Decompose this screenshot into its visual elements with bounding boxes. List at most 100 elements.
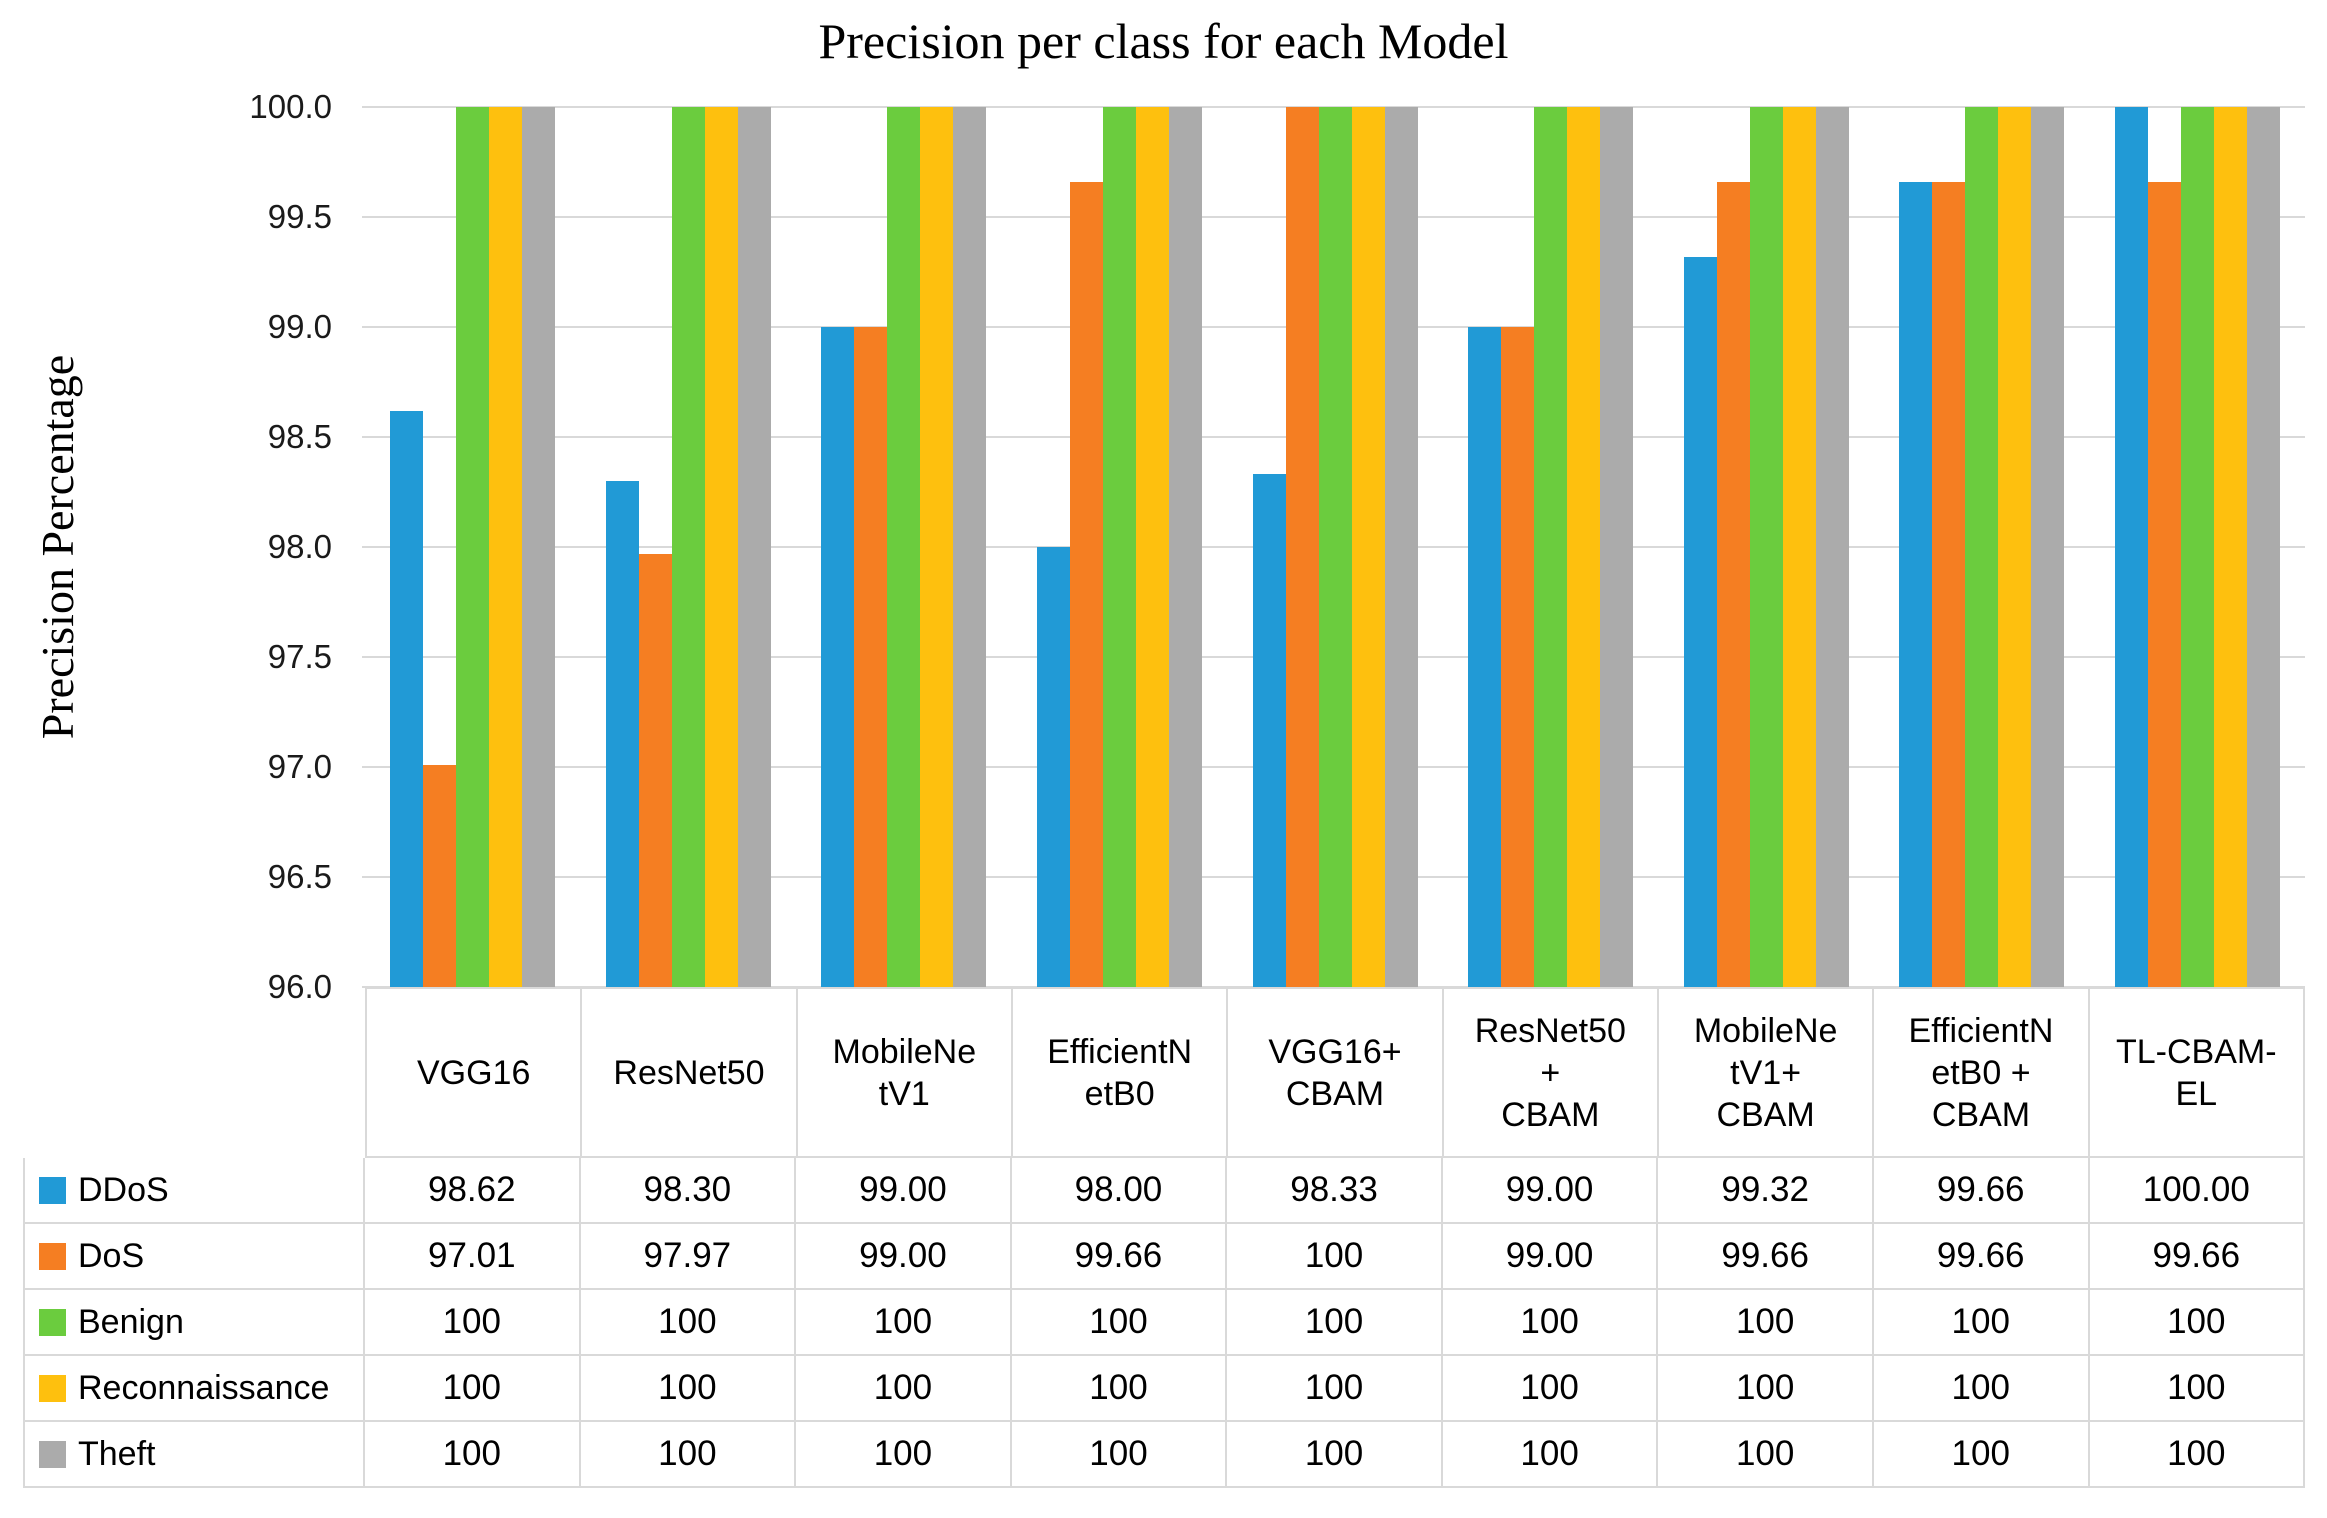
precision-value-cell: 98.30 [580,1158,797,1224]
legend-label: Reconnaissance [78,1368,330,1407]
bar [2246,107,2280,987]
legend-cell: Benign [23,1290,365,1356]
precision-value-cell: 100 [365,1290,581,1356]
bar [1899,181,1933,987]
legend-cell: DoS [23,1224,365,1290]
bar [1501,327,1535,987]
model-header-cell: MobileNe tV1 [797,987,1013,1158]
precision-value-cell: 99.00 [796,1158,1012,1224]
bar [2180,107,2214,987]
bar [1782,107,1816,987]
legend-label: DDoS [78,1170,169,1209]
precision-value-cell: 100 [796,1422,1012,1488]
model-header-cell: EfficientN etB0 + CBAM [1874,987,2090,1158]
bar [522,107,556,987]
precision-value-cell: 99.00 [1442,1158,1659,1224]
precision-value-cell: 100 [1227,1356,1443,1422]
legend-cell: DDoS [23,1158,365,1224]
model-header-cell: MobileNe tV1+ CBAM [1658,987,1875,1158]
bar [2114,107,2148,987]
precision-value-cell: 100 [1442,1290,1659,1356]
precision-value-cell: 98.00 [1011,1158,1228,1224]
bar [1102,107,1136,987]
y-axis-tick-label: 97.0 [267,748,332,785]
table-row: Reconnaissance 100 100 100 100 100 100 100 100 10… [23,1356,2306,1422]
precision-value-cell: 98.62 [365,1158,581,1224]
bar [390,410,424,987]
y-axis-title: Precision Percentage [32,354,83,740]
bar [1600,107,1634,987]
bar [1135,107,1169,987]
precision-value-cell: 100 [2089,1290,2306,1356]
precision-value-cell: 100 [1873,1422,2090,1488]
y-axis-tick-label: 96.0 [267,968,332,1005]
bar [1318,107,1352,987]
bar [423,764,457,987]
precision-value-cell: 100 [580,1422,797,1488]
precision-value-cell: 99.32 [1658,1158,1874,1224]
y-axis-tick-label: 96.5 [267,858,332,895]
precision-value-cell: 99.66 [1873,1158,2090,1224]
legend-swatch-theft [39,1440,66,1468]
precision-value-cell: 100 [1011,1422,1228,1488]
bar [821,327,855,987]
precision-value-cell: 100 [1658,1422,1874,1488]
precision-value-cell: 100 [1442,1422,1659,1488]
precision-value-cell: 99.66 [1011,1224,1228,1290]
bar [1534,107,1568,987]
precision-value-cell: 100 [2089,1356,2306,1422]
precision-value-cell: 99.66 [2089,1224,2306,1290]
bar [2147,181,2181,987]
model-header-cell: ResNet50 [582,987,798,1158]
bar [1252,474,1286,987]
precision-value-cell: 99.00 [796,1224,1012,1290]
precision-value-cell: 100 [1442,1356,1659,1422]
bar [1683,256,1717,987]
chart-title: Precision per class for each Model [818,13,1509,69]
bar [1932,181,1966,987]
bar [704,107,738,987]
precision-value-cell: 97.01 [365,1224,581,1290]
y-axis-tick-label: 99.0 [267,308,332,345]
precision-value-cell: 100 [1227,1290,1443,1356]
bar [854,327,888,987]
model-header-cell: ResNet50 + CBAM [1443,987,1659,1158]
bar [489,107,523,987]
precision-value-cell: 100 [580,1290,797,1356]
bar [887,107,921,987]
bar [1815,107,1849,987]
y-axis-tick-label: 98.5 [267,418,332,455]
bar [456,107,490,987]
bar [1567,107,1601,987]
bar [1749,107,1783,987]
bar [1168,107,1202,987]
legend-swatch-reconnaissance [39,1374,66,1402]
model-header-row: VGG16 ResNet50 MobileNe tV1 EfficientN etB0… [365,987,2305,1158]
y-axis-tick-label: 99.5 [267,198,332,235]
model-header-cell: TL-CBAM- EL [2089,987,2305,1158]
precision-value-cell: 100 [2089,1422,2306,1488]
precision-value-cell: 98.33 [1227,1158,1443,1224]
model-header-cell: VGG16 [365,987,583,1158]
bar [2213,107,2247,987]
precision-value-cell: 100 [1873,1290,2090,1356]
y-axis-tick-label: 98.0 [267,528,332,565]
precision-value-cell: 100 [1227,1422,1443,1488]
precision-value-cell: 97.97 [580,1224,797,1290]
bar [920,107,954,987]
bar [1069,181,1103,987]
precision-value-cell: 100 [796,1356,1012,1422]
precision-value-cell: 100 [1011,1356,1228,1422]
legend-swatch-dos [39,1242,66,1270]
bar [953,107,987,987]
legend-cell: Reconnaissance [23,1356,365,1422]
bar [1716,181,1750,987]
bar [1351,107,1385,987]
precision-value-cell: 100 [365,1356,581,1422]
bar [1965,107,1999,987]
bar [1285,107,1319,987]
bar [1384,107,1418,987]
precision-value-cell: 100 [1658,1356,1874,1422]
precision-value-cell: 100 [1227,1224,1443,1290]
